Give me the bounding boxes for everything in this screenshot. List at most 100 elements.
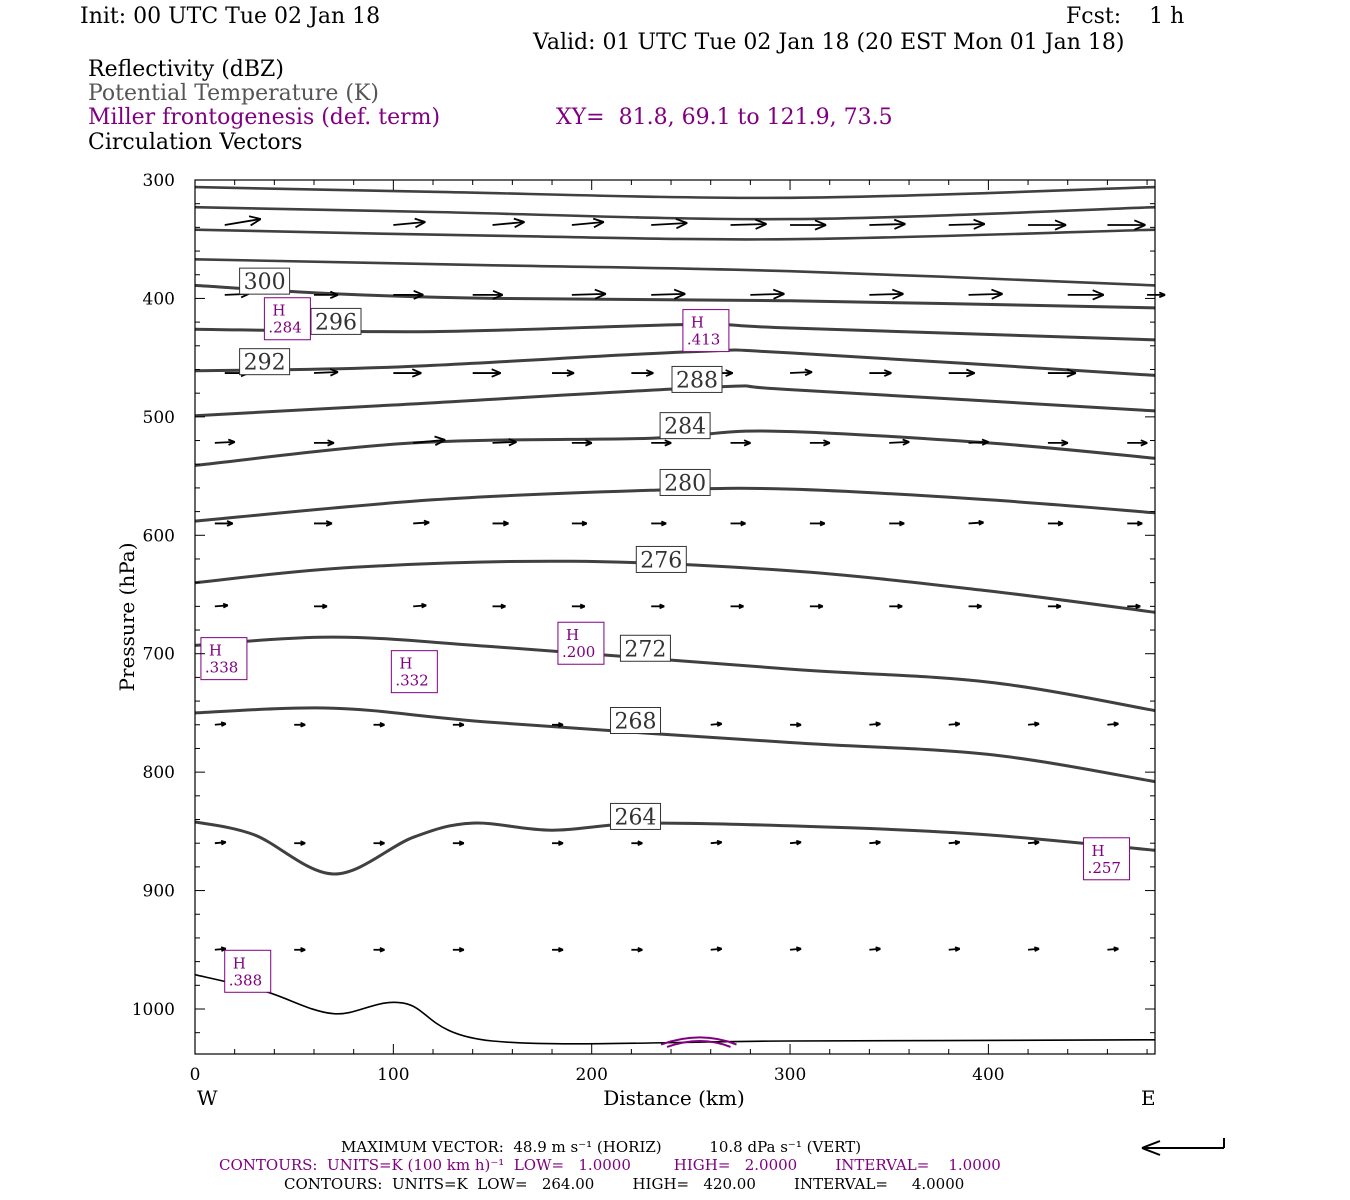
circulation-vector bbox=[1028, 219, 1067, 231]
circulation-vector bbox=[413, 435, 446, 447]
circulation-vector bbox=[1027, 721, 1040, 727]
field-reflectivity: Reflectivity (dBZ) bbox=[88, 57, 284, 82]
contour-label-box bbox=[659, 412, 711, 440]
contour-label-text: 276 bbox=[640, 548, 682, 573]
circulation-vector bbox=[651, 520, 667, 527]
circulation-vector bbox=[373, 947, 385, 953]
theta-contour-line bbox=[194, 820, 1156, 876]
y-tick-label: 400 bbox=[143, 289, 175, 309]
circulation-vector bbox=[552, 369, 575, 377]
west-label: W bbox=[197, 1086, 218, 1110]
circulation-vector bbox=[571, 217, 605, 229]
contour-label-box bbox=[619, 634, 671, 662]
y-tick-label: 600 bbox=[143, 526, 175, 546]
circulation-vector bbox=[393, 368, 422, 378]
field-frontogenesis: Miller frontogenesis (def. term) bbox=[88, 105, 441, 130]
x-axis-title: Distance (km) bbox=[603, 1086, 745, 1110]
theta-contour-line bbox=[194, 258, 1156, 287]
circulation-vector bbox=[294, 840, 306, 846]
circulation-vector bbox=[1047, 603, 1062, 610]
frontogenesis-contour bbox=[660, 1036, 737, 1046]
contour-label: 268 bbox=[610, 707, 662, 735]
circulation-vector bbox=[869, 839, 881, 846]
frontogenesis-max-value: .413 bbox=[687, 331, 720, 349]
circulation-vector bbox=[730, 603, 744, 610]
circulation-vector bbox=[552, 947, 564, 953]
circulation-vector bbox=[393, 217, 426, 229]
circulation-vector bbox=[1027, 946, 1040, 952]
y-tick-label: 800 bbox=[143, 763, 175, 783]
circulation-vector bbox=[1127, 439, 1148, 447]
circulation-vector bbox=[710, 721, 723, 727]
circulation-vector bbox=[948, 721, 961, 727]
circulation-vector bbox=[314, 439, 335, 447]
circulation-vector bbox=[1107, 721, 1119, 727]
circulation-vector bbox=[492, 217, 525, 229]
contour-label: 272 bbox=[619, 634, 671, 662]
init-time: Init: 00 UTC Tue 02 Jan 18 bbox=[80, 4, 381, 29]
theta-contour-line bbox=[194, 205, 1156, 221]
field-circulation-vectors: Circulation Vectors bbox=[88, 130, 303, 155]
circulation-vector bbox=[552, 721, 564, 728]
circulation-vector bbox=[492, 603, 506, 610]
frontogenesis-max-label: H bbox=[566, 626, 579, 644]
frontogenesis-max-label: H bbox=[691, 314, 704, 332]
contour-label-box bbox=[659, 468, 711, 496]
frontogenesis-max-value: .200 bbox=[562, 643, 595, 661]
theta-contour-line bbox=[194, 228, 1156, 241]
contour-label-box bbox=[239, 267, 291, 295]
contour-label-text: 268 bbox=[615, 710, 657, 735]
frontogenesis-max-marker: H.338 bbox=[200, 637, 248, 681]
frontogenesis-max-box bbox=[1083, 837, 1131, 881]
frontogenesis-max-box bbox=[200, 637, 248, 681]
contour-label-box bbox=[239, 348, 291, 376]
circulation-vector bbox=[651, 439, 672, 447]
circulation-vector bbox=[413, 602, 427, 609]
circulation-vector bbox=[631, 369, 654, 377]
circulation-vector bbox=[710, 839, 723, 846]
circulation-vector bbox=[472, 289, 504, 300]
circulation-vector bbox=[968, 603, 982, 610]
frontogenesis-max-marker: H.332 bbox=[390, 650, 438, 694]
circulation-vector bbox=[869, 369, 892, 377]
circulation-vector bbox=[809, 520, 826, 527]
circulation-vector bbox=[313, 368, 339, 377]
x-tick-label: 200 bbox=[575, 1065, 607, 1085]
circulation-vector bbox=[948, 368, 976, 378]
contour-label-text: 288 bbox=[676, 368, 718, 393]
circulation-vector bbox=[1127, 603, 1141, 610]
contour-label: 284 bbox=[659, 412, 711, 440]
circulation-vector bbox=[869, 946, 881, 952]
circulation-vector bbox=[294, 721, 306, 728]
contour-label: 264 bbox=[610, 802, 662, 830]
circulation-vector bbox=[314, 603, 328, 610]
circulation-vector bbox=[393, 289, 424, 300]
x-tick-label: 300 bbox=[774, 1065, 806, 1085]
circulation-vector bbox=[214, 520, 234, 527]
y-tick-label: 700 bbox=[143, 645, 175, 665]
contour-label: 296 bbox=[310, 307, 362, 335]
field-potential-temperature: Potential Temperature (K) bbox=[88, 81, 379, 106]
circulation-vector bbox=[968, 438, 989, 446]
circulation-vector bbox=[472, 368, 502, 378]
circulation-vector bbox=[1027, 839, 1040, 846]
circulation-vector bbox=[790, 721, 802, 728]
frontogenesis-max-box bbox=[682, 309, 730, 353]
circulation-vector bbox=[571, 603, 586, 610]
frontogenesis-max-label: H bbox=[399, 655, 412, 673]
circulation-vector bbox=[631, 840, 643, 846]
frontogenesis-max-value: .257 bbox=[1088, 859, 1121, 877]
circulation-vector bbox=[214, 602, 229, 609]
circulation-vector bbox=[750, 288, 785, 300]
circulation-vector bbox=[948, 839, 961, 846]
frontogenesis-max-box bbox=[557, 621, 605, 665]
circulation-vector bbox=[631, 947, 643, 953]
circulation-vector bbox=[730, 218, 767, 230]
frontogenesis-max-marker: H.284 bbox=[263, 297, 311, 341]
contour-label: 280 bbox=[659, 468, 711, 496]
x-tick-label: 400 bbox=[972, 1065, 1004, 1085]
circulation-vector bbox=[314, 290, 339, 299]
circulation-vector bbox=[710, 946, 723, 952]
axes: 300 400 500 600 700 800 900 1000 0 100 200 300 400 bbox=[132, 171, 1155, 1085]
